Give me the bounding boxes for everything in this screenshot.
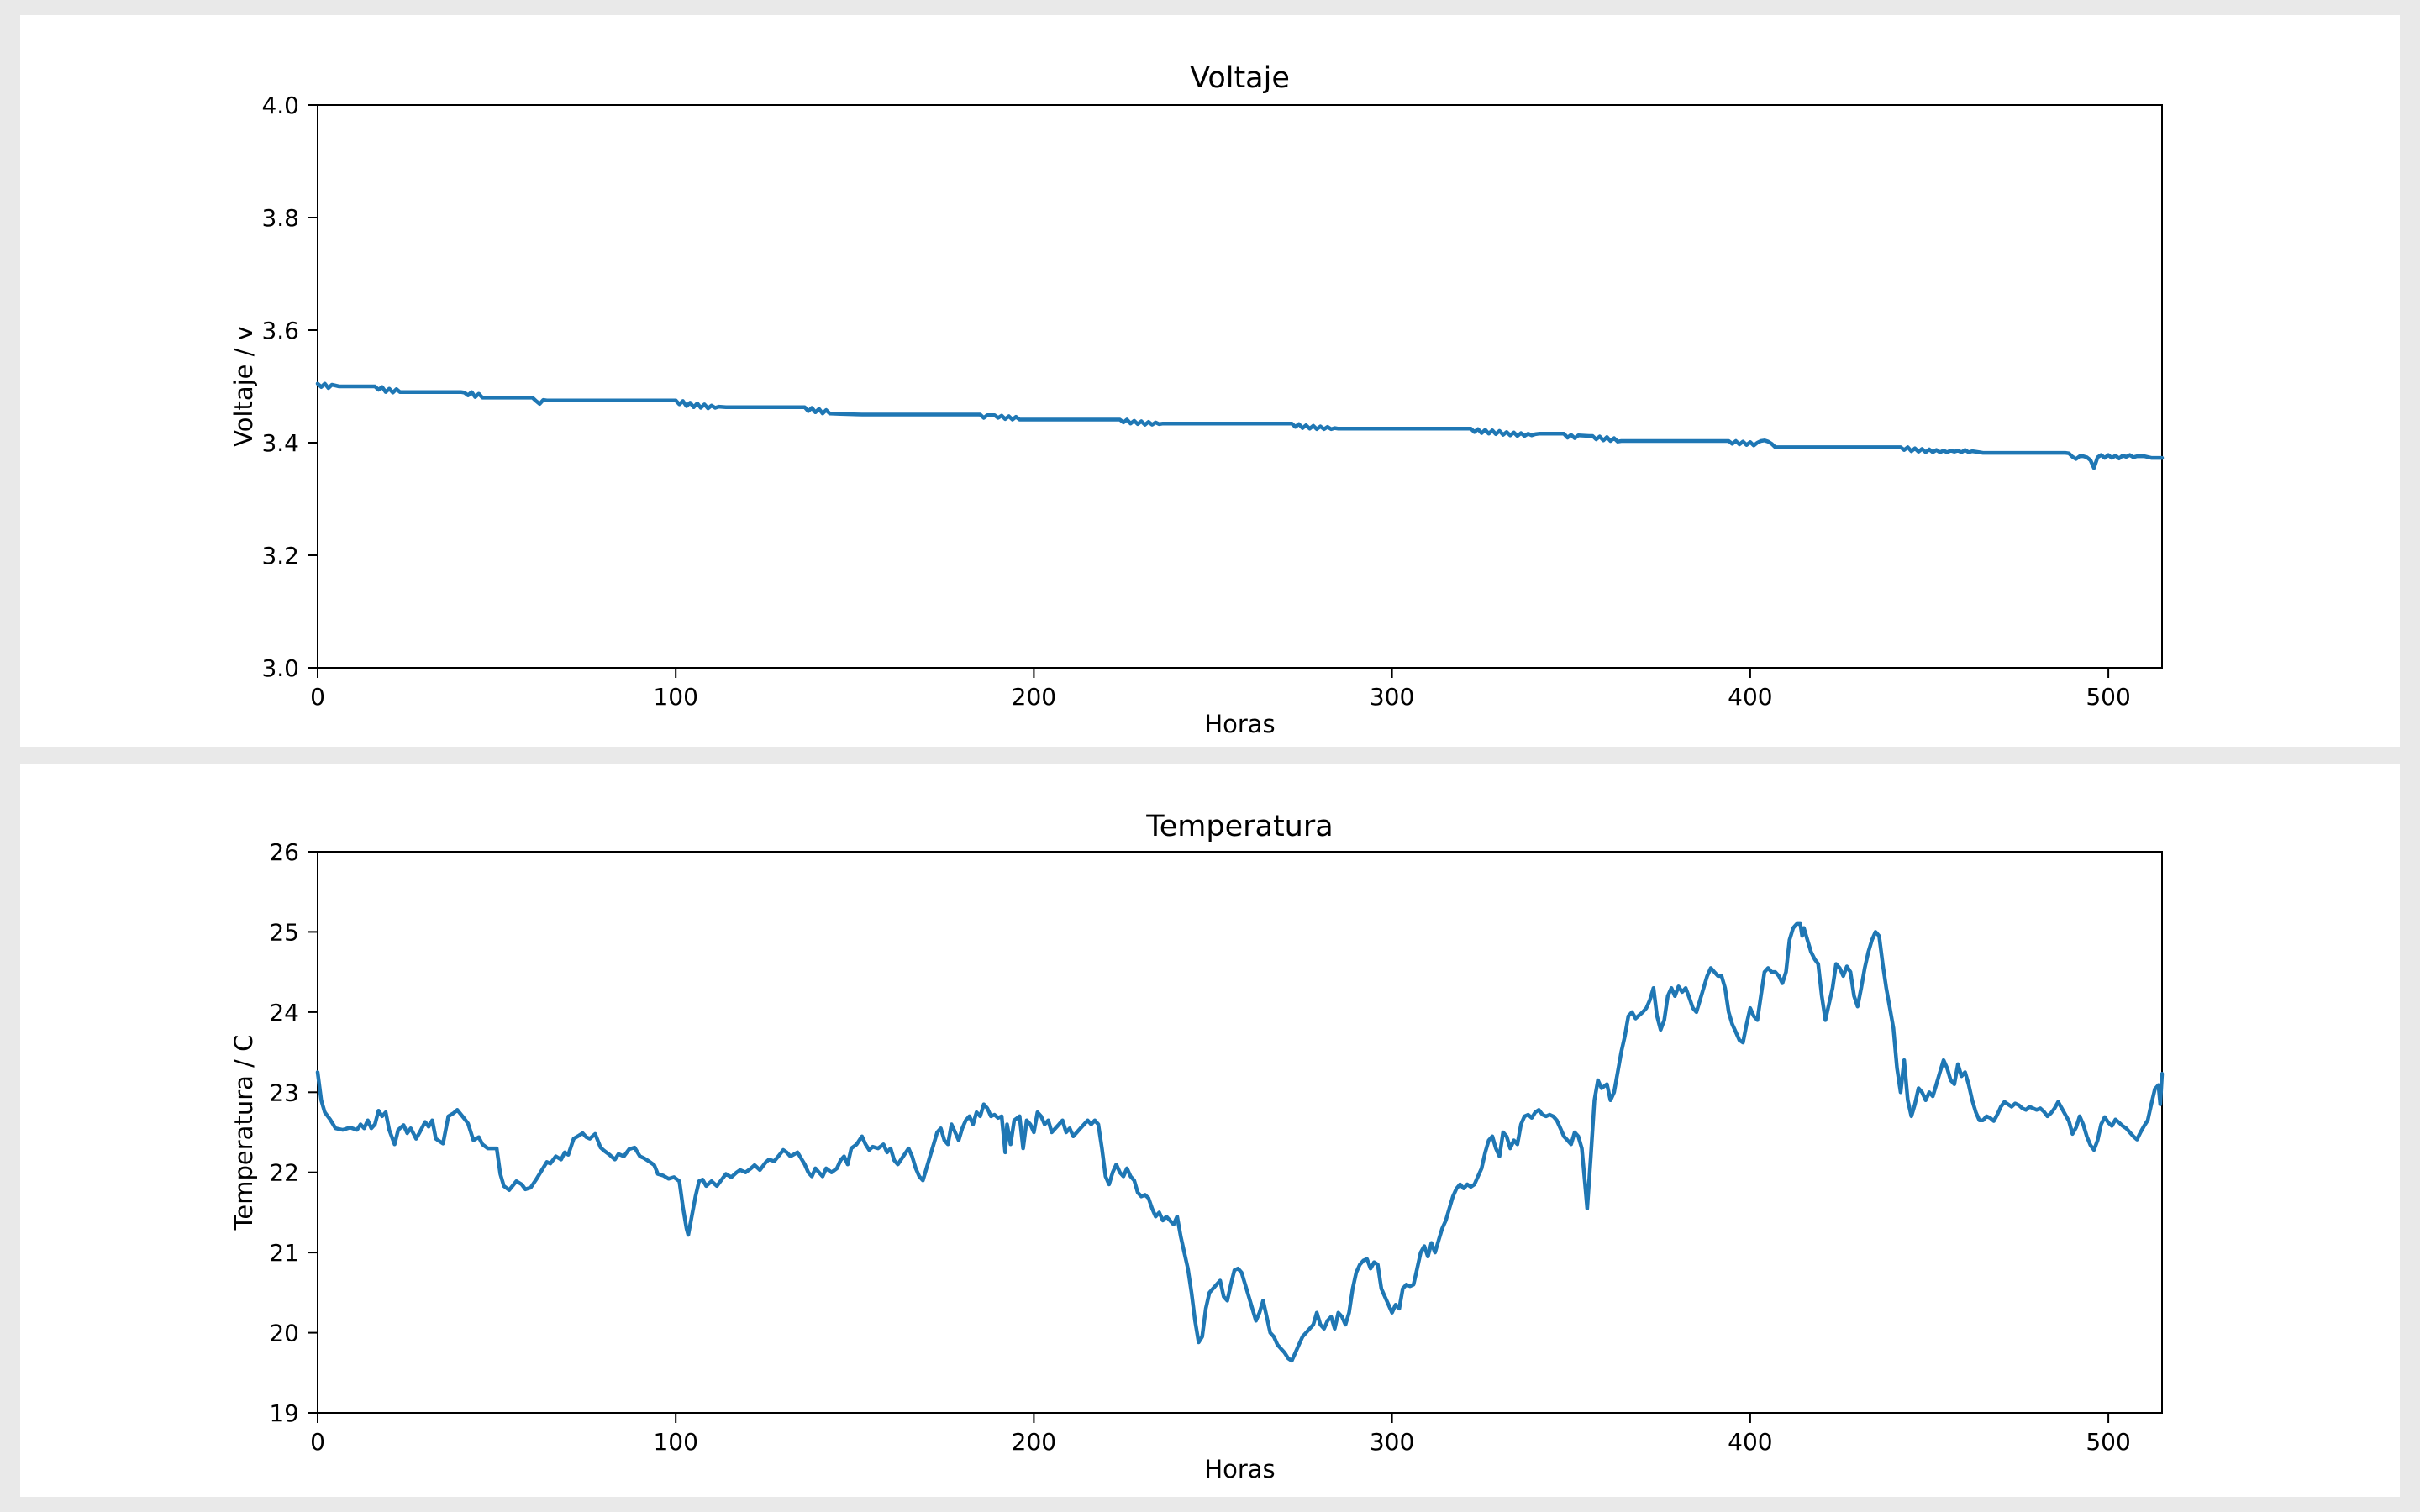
y-tick-label: 3.2 — [261, 542, 299, 570]
y-tick-label: 19 — [269, 1399, 299, 1427]
voltage-chart-title: Voltaje — [1190, 61, 1290, 95]
x-tick-label: 500 — [2086, 683, 2130, 711]
temperature-y-axis-label: Temperatura / C — [229, 1034, 258, 1231]
x-tick-label: 200 — [1012, 683, 1056, 711]
x-tick-label: 500 — [2086, 1428, 2130, 1456]
y-tick-label: 25 — [269, 918, 299, 946]
x-tick-label: 300 — [1370, 1428, 1414, 1456]
voltage-x-axis-label: Horas — [1204, 710, 1276, 738]
x-tick-label: 0 — [310, 1428, 325, 1456]
y-tick-label: 24 — [269, 999, 299, 1026]
y-tick-label: 26 — [269, 838, 299, 866]
x-tick-label: 100 — [653, 1428, 697, 1456]
y-tick-label: 3.4 — [261, 429, 299, 457]
temperature-figure-panel: 0 100 200 300 400 500 26 25 24 23 22 21 20 19 Tempera… — [20, 764, 2400, 1497]
plot-frame — [317, 104, 2163, 669]
temperature-chart-title: Temperatura — [1146, 810, 1334, 843]
y-tick-label: 21 — [269, 1239, 299, 1267]
x-tick-label: 400 — [1728, 683, 1772, 711]
temperature-plot: 0 100 200 300 400 500 26 25 24 23 22 21 20 19 — [269, 838, 2165, 1456]
x-tick-label: 400 — [1728, 1428, 1772, 1456]
y-tick-label: 3.0 — [261, 654, 299, 682]
x-tick-label: 300 — [1370, 683, 1414, 711]
y-tick-label: 4.0 — [261, 92, 299, 119]
x-tick-label: 200 — [1012, 1428, 1056, 1456]
voltaje-line — [315, 381, 2165, 470]
temperature-x-axis-label: Horas — [1204, 1455, 1276, 1483]
y-tick-label: 3.6 — [261, 317, 299, 344]
voltage-plot: 0 100 200 300 400 500 4.0 3.8 3.6 3.4 3.2 3.0 — [261, 92, 2165, 711]
y-tick-label: 20 — [269, 1320, 299, 1347]
plot-frame — [317, 851, 2163, 1414]
voltage-figure-panel: 0 100 200 300 400 500 4.0 3.8 3.6 3.4 3.2 3.0 Volta… — [20, 15, 2400, 747]
voltage-y-axis-label: Voltaje / v — [229, 326, 258, 447]
x-tick-label: 100 — [653, 683, 697, 711]
y-tick-label: 3.8 — [261, 204, 299, 232]
y-tick-label: 22 — [269, 1159, 299, 1187]
x-tick-label: 0 — [310, 683, 325, 711]
temperatura-line — [315, 921, 2165, 1363]
y-tick-label: 23 — [269, 1079, 299, 1106]
